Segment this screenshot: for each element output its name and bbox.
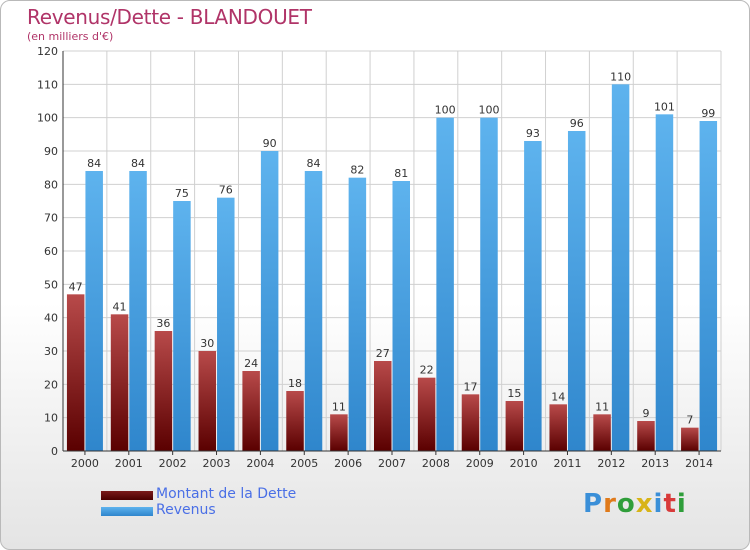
bar-dette (198, 351, 217, 451)
bar-revenus (129, 171, 147, 451)
bar-dette (505, 401, 524, 451)
bar-dette (417, 377, 436, 451)
y-tick-label: 50 (44, 278, 58, 291)
data-label: 82 (350, 164, 364, 177)
y-tick-label: 0 (51, 445, 58, 458)
chart-title: Revenus/Dette - BLANDOUET (27, 5, 312, 29)
data-label: 84 (307, 157, 321, 170)
bar-revenus (392, 181, 410, 451)
bar-dette (681, 427, 699, 451)
y-tick-label: 120 (37, 45, 58, 58)
y-tick-label: 70 (44, 212, 58, 225)
x-tick-label: 2007 (378, 457, 406, 470)
x-tick-label: 2006 (334, 457, 362, 470)
bar-dette (66, 294, 85, 451)
data-label: 7 (686, 414, 693, 427)
x-tick-label: 2003 (203, 457, 231, 470)
x-tick-label: 2009 (466, 457, 494, 470)
data-label: 99 (701, 107, 715, 120)
data-label: 11 (595, 400, 609, 413)
bar-revenus (699, 121, 718, 451)
y-tick-label: 110 (37, 78, 58, 91)
bar-dette (330, 414, 348, 451)
bar-revenus (480, 117, 498, 452)
x-tick-label: 2012 (597, 457, 625, 470)
legend-label-dette: Montant de la Dette (156, 486, 297, 502)
bar-revenus (217, 197, 235, 451)
bar-revenus (304, 171, 323, 451)
data-label: 75 (175, 187, 189, 200)
data-label: 15 (507, 387, 521, 400)
x-tick-label: 2008 (422, 457, 450, 470)
x-tick-label: 2002 (159, 457, 187, 470)
data-label: 36 (156, 317, 170, 330)
y-tick-label: 10 (44, 412, 58, 425)
bar-dette (461, 394, 480, 451)
bar-revenus (436, 117, 454, 452)
bar-dette (154, 331, 173, 451)
chart-subtitle: (en milliers d'€) (27, 30, 114, 43)
data-label: 101 (654, 100, 675, 113)
data-label: 84 (131, 157, 145, 170)
data-label: 24 (244, 357, 258, 370)
data-label: 11 (332, 400, 346, 413)
y-tick-label: 90 (44, 145, 58, 158)
data-label: 47 (69, 280, 83, 293)
x-tick-label: 2013 (641, 457, 669, 470)
bar-revenus (348, 177, 367, 451)
x-tick-label: 2014 (685, 457, 713, 470)
data-label: 84 (87, 157, 101, 170)
legend-swatch-revenus (101, 507, 153, 516)
data-label: 100 (478, 104, 499, 117)
proxiti-logo: Proxiti (583, 489, 687, 519)
x-tick-label: 2000 (71, 457, 99, 470)
bar-revenus (655, 114, 674, 451)
bar-dette (637, 421, 655, 451)
data-label: 76 (219, 184, 233, 197)
data-label: 96 (570, 117, 584, 130)
bar-dette (593, 414, 611, 451)
data-label: 22 (420, 364, 434, 377)
legend-label-revenus: Revenus (156, 502, 216, 518)
bar-revenus (85, 171, 103, 451)
bar-dette (286, 391, 304, 451)
bar-dette (374, 361, 392, 451)
y-tick-label: 100 (37, 112, 58, 125)
data-label: 18 (288, 377, 302, 390)
y-tick-label: 60 (44, 245, 58, 258)
data-label: 110 (610, 70, 631, 83)
x-tick-label: 2011 (553, 457, 581, 470)
bar-revenus (524, 141, 542, 451)
bar-revenus (173, 201, 191, 451)
data-label: 14 (551, 390, 565, 403)
x-tick-label: 2005 (290, 457, 318, 470)
bar-revenus (567, 131, 586, 451)
y-tick-label: 80 (44, 178, 58, 191)
y-tick-label: 20 (44, 378, 58, 391)
x-tick-label: 2004 (246, 457, 274, 470)
y-tick-label: 30 (44, 345, 58, 358)
data-label: 9 (642, 407, 649, 420)
data-label: 100 (435, 104, 456, 117)
x-tick-label: 2010 (510, 457, 538, 470)
bar-dette (242, 371, 260, 451)
bar-revenus (260, 151, 279, 451)
bar-revenus (611, 84, 630, 451)
data-label: 81 (394, 167, 408, 180)
data-label: 41 (113, 300, 127, 313)
bar-dette (110, 314, 129, 451)
data-label: 17 (463, 380, 477, 393)
x-tick-label: 2001 (115, 457, 143, 470)
data-label: 30 (200, 337, 214, 350)
data-label: 27 (376, 347, 390, 360)
legend-swatch-dette (101, 491, 153, 500)
data-label: 93 (526, 127, 540, 140)
y-tick-label: 40 (44, 312, 58, 325)
data-label: 90 (263, 137, 277, 150)
bar-dette (549, 404, 567, 451)
